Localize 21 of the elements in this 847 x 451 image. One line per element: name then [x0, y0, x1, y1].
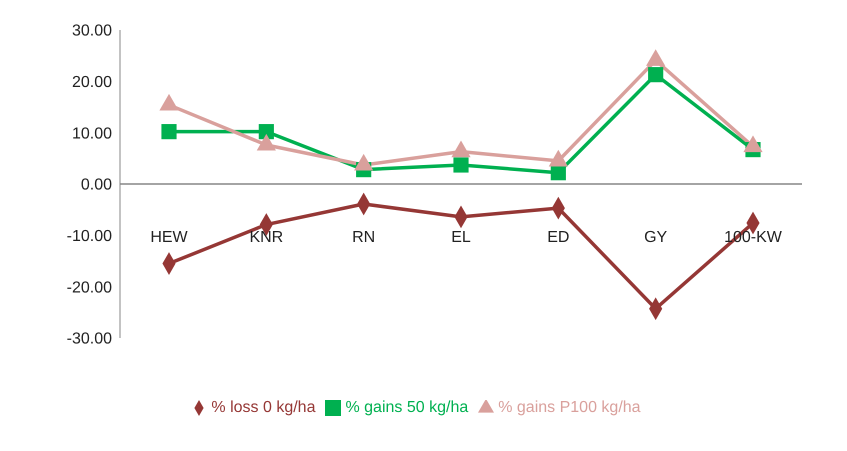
- x-tick-label: GY: [644, 229, 668, 246]
- y-tick-label: -10.00: [66, 228, 112, 246]
- y-tick-label: -30.00: [66, 330, 112, 348]
- legend-label: % loss 0 kg/ha: [211, 399, 316, 416]
- point: [258, 124, 274, 140]
- point: [550, 165, 566, 180]
- y-tick-label: 30.00: [72, 22, 112, 40]
- y-tick-label: 20.00: [72, 74, 112, 92]
- y-tick-label: 10.00: [72, 125, 112, 142]
- legend-label: % gains 50 kg/ha: [345, 399, 468, 416]
- point: [161, 124, 177, 140]
- y-tick-label: 0.00: [80, 176, 112, 194]
- x-tick-label: KNR: [249, 229, 284, 246]
- x-tick-label: EL: [451, 229, 471, 246]
- x-tick-label: ED: [547, 229, 570, 246]
- point: [648, 67, 664, 82]
- x-tick-label: RN: [352, 229, 376, 246]
- y-tick-label: -20.00: [66, 279, 112, 296]
- legend-label: % gains P100 kg/ha: [498, 399, 641, 416]
- x-tick-label: HEW: [150, 229, 189, 246]
- point: [453, 157, 469, 173]
